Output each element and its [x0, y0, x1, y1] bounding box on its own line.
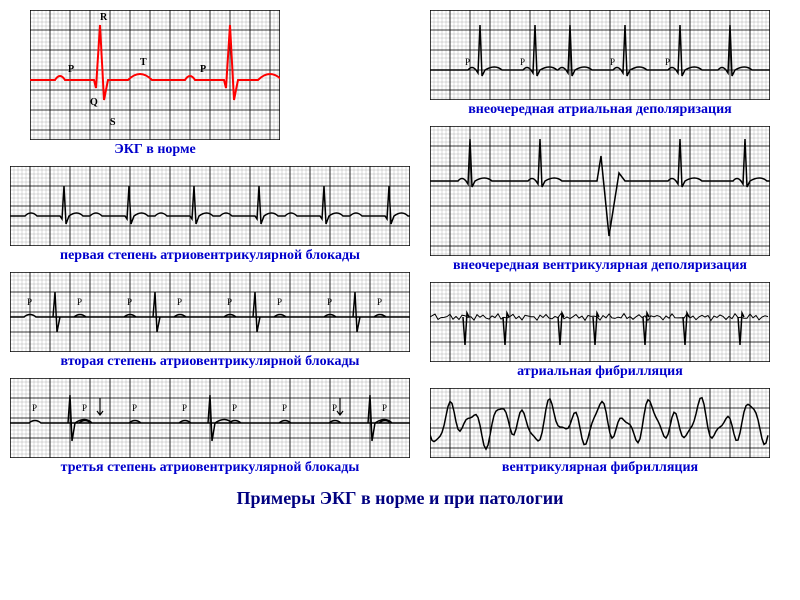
columns: R P T P Q S ЭКГ в норме первая степень атриов… [10, 10, 790, 484]
figure-container: R P T P Q S ЭКГ в норме первая степень атриов… [10, 10, 790, 509]
panel-ventricular-premature: внеочередная вентрикулярная деполяризаци… [430, 126, 770, 274]
svg-text:P: P [200, 64, 206, 75]
svg-text:Q: Q [90, 97, 98, 108]
panel-vf: вентрикулярная фибрилляция [430, 388, 770, 476]
svg-text:T: T [140, 57, 147, 68]
svg-text:P: P [282, 403, 287, 413]
svg-text:P: P [377, 297, 382, 307]
svg-text:P: P [232, 403, 237, 413]
caption-vp: внеочередная вентрикулярная деполяризаци… [430, 258, 770, 274]
panel-av1: первая степень атриовентрикулярной блока… [10, 166, 410, 264]
ecg-av1-chart [10, 166, 410, 246]
ecg-vf-chart [430, 388, 770, 458]
svg-text:R: R [100, 12, 108, 23]
ecg-av2-chart: PPPPPPPP [10, 272, 410, 352]
svg-text:P: P [82, 403, 87, 413]
left-column: R P T P Q S ЭКГ в норме первая степень атриов… [10, 10, 410, 484]
svg-text:P: P [382, 403, 387, 413]
caption-ap: внеочередная атриальная деполяризация [430, 102, 770, 118]
svg-text:P: P [465, 57, 470, 67]
svg-text:P: P [182, 403, 187, 413]
svg-text:P: P [132, 403, 137, 413]
caption-normal: ЭКГ в норме [30, 142, 280, 158]
caption-af: атриальная фибрилляция [430, 364, 770, 380]
right-column: P P P P внеочередная атриальная деполяризац… [430, 10, 770, 484]
svg-text:P: P [277, 297, 282, 307]
svg-text:P: P [332, 403, 337, 413]
panel-av3: P P P P P P P P третья степень атриовентрикуляр… [10, 378, 410, 476]
svg-text:P: P [177, 297, 182, 307]
caption-av3: третья степень атриовентрикулярной блока… [10, 460, 410, 476]
svg-text:P: P [327, 297, 332, 307]
svg-text:P: P [520, 57, 525, 67]
panel-normal: R P T P Q S ЭКГ в норме [30, 10, 280, 158]
panel-af: атриальная фибрилляция [430, 282, 770, 380]
caption-av2: вторая степень атриовентрикулярной блока… [10, 354, 410, 370]
caption-av1: первая степень атриовентрикулярной блока… [10, 248, 410, 264]
ecg-normal-chart: R P T P Q S [30, 10, 280, 140]
ecg-af-chart [430, 282, 770, 362]
ecg-av3-chart: PPPPPPPP [10, 378, 410, 458]
svg-text:P: P [27, 297, 32, 307]
main-title: Примеры ЭКГ в норме и при патологии [10, 488, 790, 509]
svg-text:S: S [110, 117, 116, 128]
panel-av2: P P P P P P P P вторая степень атриовентрикуляр… [10, 272, 410, 370]
svg-text:P: P [77, 297, 82, 307]
svg-text:P: P [227, 297, 232, 307]
svg-text:P: P [68, 64, 74, 75]
panel-atrial-premature: P P P P внеочередная атриальная деполяризац… [430, 10, 770, 118]
svg-text:P: P [665, 57, 670, 67]
ecg-ventricular-premature-chart [430, 126, 770, 256]
caption-vf: вентрикулярная фибрилляция [430, 460, 770, 476]
ecg-atrial-premature-chart: PPPP [430, 10, 770, 100]
svg-text:P: P [127, 297, 132, 307]
svg-text:P: P [610, 57, 615, 67]
svg-text:P: P [32, 403, 37, 413]
